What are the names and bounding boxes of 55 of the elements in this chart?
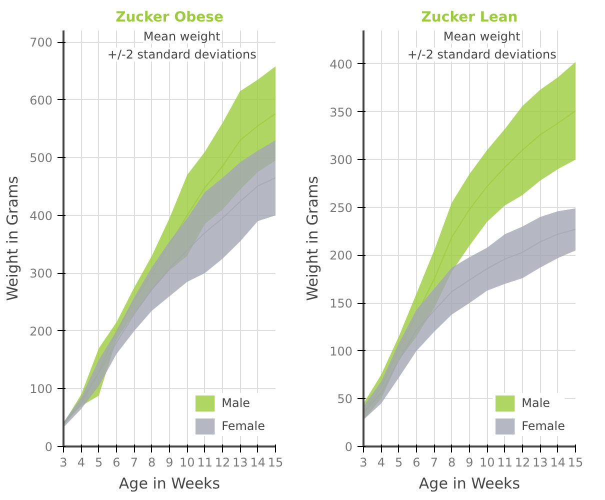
y-tick-label: 150 (330, 296, 352, 311)
y-tick-label: 100 (330, 344, 352, 358)
x-tick-label: 8 (448, 456, 456, 470)
annotation: Mean weight +/-2 standard deviations (407, 30, 556, 62)
x-tick-label: 5 (95, 456, 103, 470)
x-tick-label: 9 (166, 456, 174, 470)
y-axis-title: Weight in Grams (4, 176, 22, 301)
x-tick-label: 7 (430, 456, 438, 470)
y-tick-label: 500 (30, 151, 52, 166)
y-tick-label: 400 (30, 208, 52, 223)
y-tick-label: 0 (44, 440, 53, 454)
y-tick-label: 100 (30, 382, 52, 396)
y-tick-label: 300 (330, 153, 352, 168)
legend-label: Female (222, 419, 265, 433)
x-tick-label: 3 (360, 456, 368, 470)
y-tick-label: 700 (30, 36, 52, 50)
x-tick-label: 11 (497, 456, 512, 470)
x-tick-label: 8 (148, 456, 156, 470)
x-tick-label: 5 (395, 456, 403, 470)
x-tick-label: 6 (112, 456, 120, 470)
x-tick-label: 4 (77, 456, 85, 470)
legend-label: Female (522, 419, 565, 433)
y-tick-label: 300 (30, 266, 52, 281)
x-tick-label: 12 (514, 456, 530, 470)
y-tick-label: 200 (330, 248, 352, 263)
y-tick-label: 600 (30, 93, 52, 108)
y-tick-label: 50 (337, 392, 353, 406)
x-tick-label: 6 (412, 456, 420, 470)
x-tick-label: 9 (466, 456, 474, 470)
x-tick-label: 11 (197, 456, 212, 470)
x-tick-label: 15 (268, 456, 284, 470)
y-tick-label: 250 (330, 200, 352, 215)
y-tick-label: 200 (30, 324, 52, 338)
x-tick-label: 13 (232, 456, 248, 470)
legend-label: Male (222, 396, 250, 410)
x-tick-label: 12 (214, 456, 230, 470)
x-axis-title: Age in Weeks (418, 474, 520, 492)
x-tick-label: 15 (568, 456, 584, 470)
x-tick-label: 7 (130, 456, 138, 470)
x-tick-label: 3 (60, 456, 68, 470)
x-tick-label: 4 (377, 456, 385, 470)
y-tick-label: 350 (330, 105, 352, 120)
y-tick-label: 400 (330, 57, 352, 72)
x-tick-label: 10 (180, 456, 195, 470)
x-tick-label: 10 (480, 456, 495, 470)
x-tick-label: 14 (550, 456, 566, 470)
y-tick-label: 0 (344, 440, 353, 454)
chart-title: Zucker Lean (421, 10, 518, 26)
legend-label: Male (522, 396, 550, 410)
y-axis-title: Weight in Grams (304, 176, 322, 301)
x-axis-title: Age in Weeks (118, 474, 220, 492)
chart-title: Zucker Obese (116, 10, 224, 26)
x-tick-label: 14 (250, 456, 266, 470)
annotation: Mean weight +/-2 standard deviations (107, 30, 256, 62)
x-tick-label: 13 (532, 456, 548, 470)
